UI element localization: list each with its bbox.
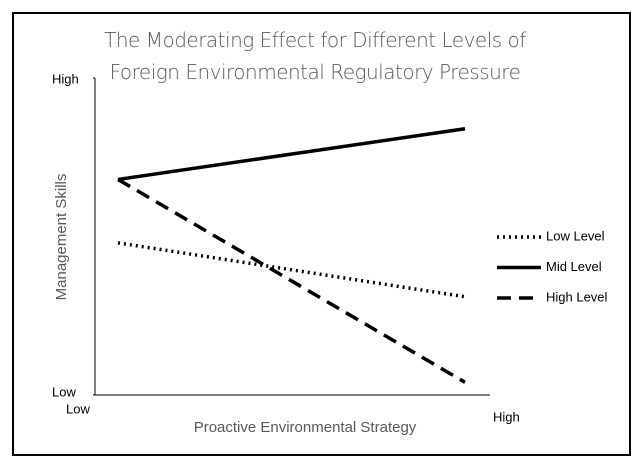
series-line	[117, 177, 466, 384]
chart-title: The Moderating Effect for Different Leve…	[104, 28, 526, 84]
x-axis-label: Proactive Environmental Strategy	[194, 419, 417, 436]
y-tick-label: Low	[52, 384, 76, 399]
legend-label: Low Level	[546, 228, 605, 243]
x-tick-label: Low	[66, 401, 90, 416]
series-line	[117, 126, 466, 182]
series-line	[117, 241, 466, 299]
y-axis-label: Management Skills	[53, 174, 70, 301]
x-tick-label: High	[493, 409, 520, 424]
y-tick-label: High	[52, 71, 79, 86]
legend-label: High Level	[546, 289, 608, 304]
legend-label: Mid Level	[546, 259, 602, 274]
chart-border	[12, 12, 631, 456]
